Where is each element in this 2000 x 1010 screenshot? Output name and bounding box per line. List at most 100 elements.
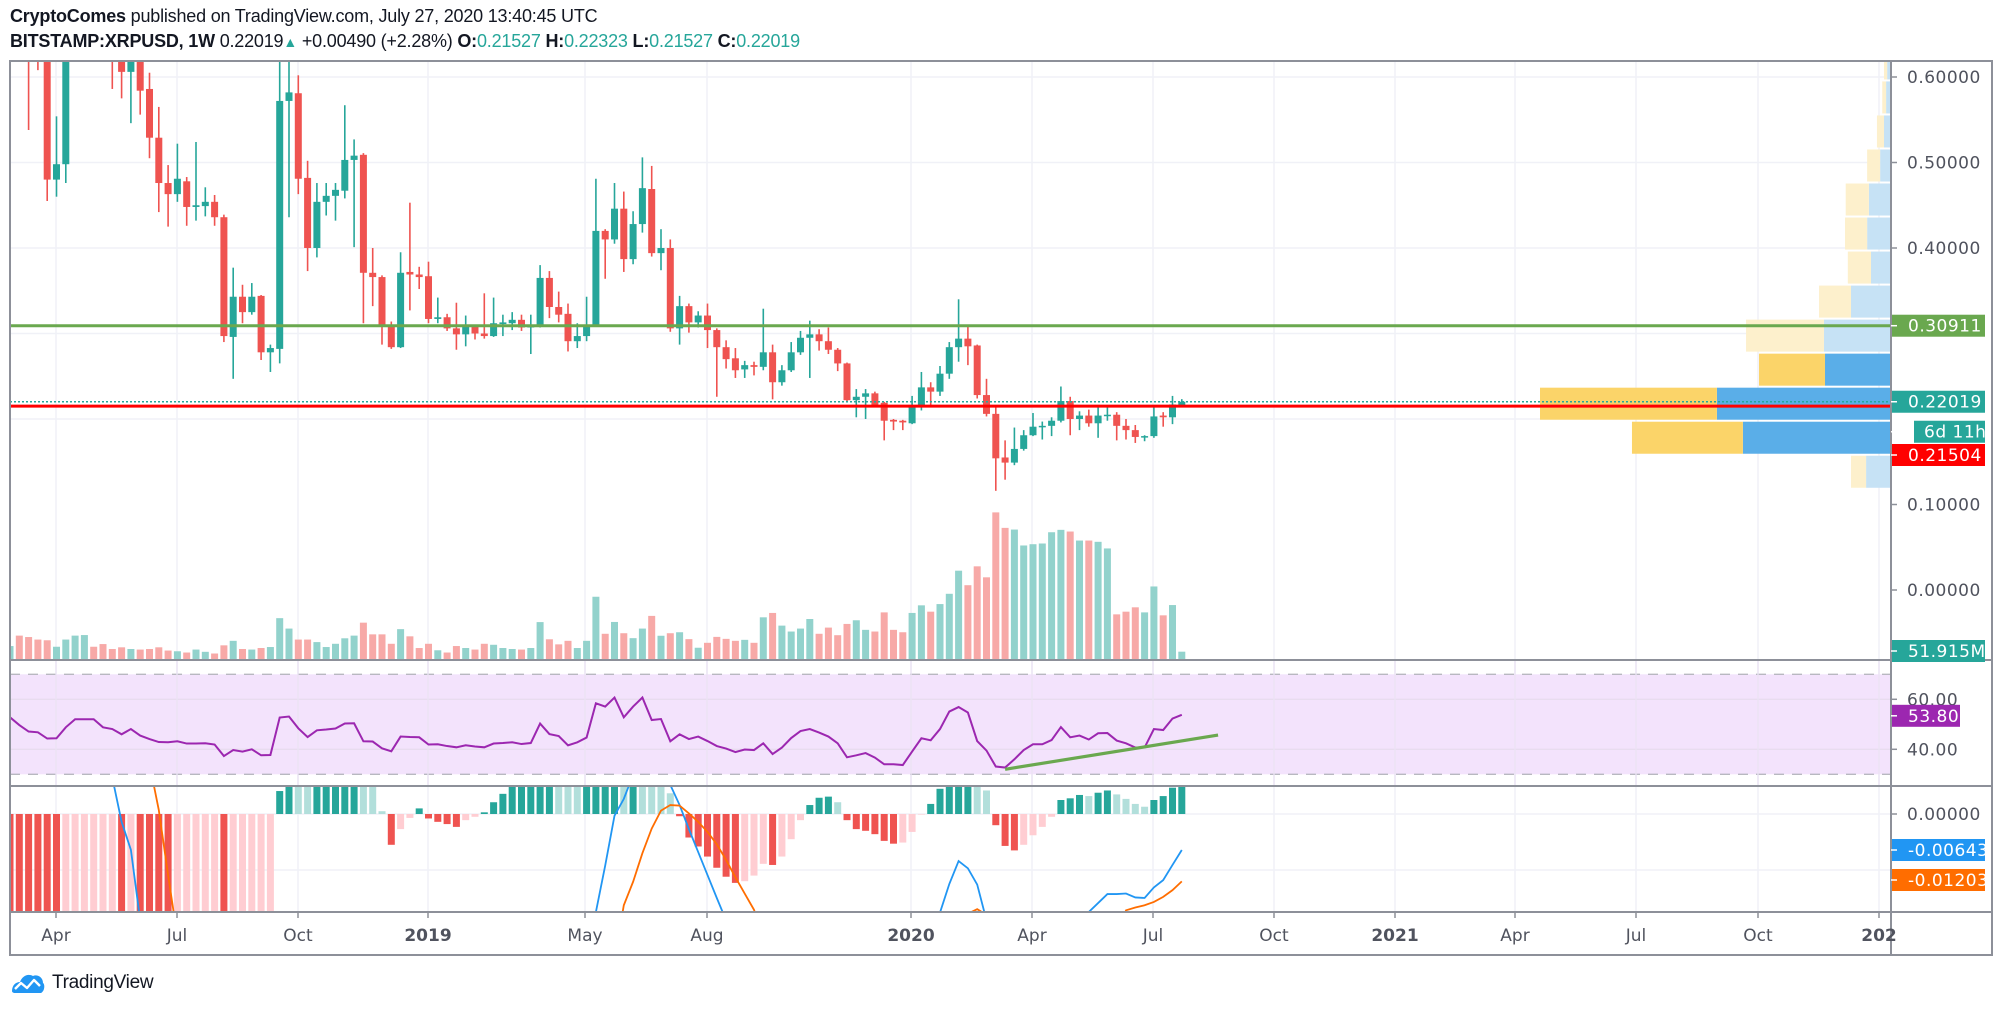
candle-body — [685, 306, 693, 323]
volume-bar — [722, 638, 730, 659]
candle — [173, 143, 181, 202]
macd-histogram-bar — [750, 814, 758, 876]
candle — [648, 165, 656, 257]
volume-bar — [908, 612, 916, 659]
macd-histogram-bar — [276, 791, 284, 814]
tradingview-logo[interactable]: TradingView — [10, 971, 154, 995]
macd-histogram-bar — [462, 814, 470, 821]
author-name[interactable]: CryptoComes — [10, 6, 126, 26]
volume-bar — [192, 649, 200, 659]
candle-body — [471, 326, 479, 334]
candle-body — [192, 205, 200, 207]
candle-body — [890, 419, 897, 422]
volume-profile-down-bar — [1845, 183, 1869, 216]
candle — [1038, 421, 1046, 440]
candle — [545, 271, 553, 319]
volume-bar — [983, 577, 990, 659]
volume-bar — [415, 648, 423, 659]
candle — [638, 157, 646, 233]
macd-histogram-bar — [1066, 798, 1074, 814]
volume-bar — [741, 639, 749, 659]
volume-bar — [555, 644, 563, 659]
macd-histogram-bar — [313, 787, 321, 814]
candle — [824, 327, 832, 355]
time-tick-label: Aug — [690, 926, 723, 946]
candle-body — [629, 224, 637, 260]
volume-profile-up-bar — [1887, 61, 1891, 80]
candle-body — [1010, 448, 1018, 463]
macd-value-label-background — [1892, 839, 1985, 861]
volume-bar — [611, 621, 618, 659]
volume-bar — [248, 649, 256, 659]
candle — [573, 323, 581, 349]
candle-body — [601, 230, 609, 240]
candle-body — [992, 413, 1000, 459]
macd-histogram-bar — [155, 814, 163, 912]
macd-histogram-bar — [332, 787, 339, 814]
macd-histogram-bar — [480, 812, 488, 814]
candle — [973, 344, 981, 399]
volume-bar — [80, 635, 88, 659]
candle-body — [564, 313, 572, 342]
candle-body — [806, 334, 814, 338]
macd-histogram-bar — [1076, 794, 1083, 814]
candle — [750, 361, 758, 376]
volume-bar — [1178, 651, 1186, 659]
macd-histogram-bar — [871, 814, 879, 835]
volume-bar — [713, 636, 721, 659]
candle — [592, 178, 600, 326]
macd-histogram-bar — [601, 787, 609, 814]
candle-body — [583, 325, 591, 337]
candle-body — [415, 274, 423, 278]
candle — [369, 248, 377, 307]
candle — [72, 0, 79, 34]
candle-body — [750, 365, 758, 367]
candle — [1076, 411, 1083, 431]
candle-body — [945, 347, 953, 374]
close-value: 0.22019 — [736, 31, 800, 51]
volume-bar — [108, 649, 116, 659]
candle-body — [43, 61, 51, 180]
low-label: L: — [632, 31, 650, 51]
time-tick-label: Oct — [283, 926, 313, 946]
candle — [10, 61, 11, 69]
tradingview-brand: TradingView — [52, 972, 154, 993]
candle — [313, 183, 321, 258]
macd-histogram-bar — [304, 787, 312, 814]
publish-text: published on TradingView.com, July 27, 2… — [130, 6, 598, 26]
macd-histogram-bar — [499, 793, 507, 814]
volume-bar — [778, 625, 786, 659]
volume-bar — [676, 632, 684, 659]
volume-profile-down-bar — [1631, 421, 1743, 454]
rsi-trendline[interactable] — [1004, 733, 1219, 771]
macd-histogram-bar — [406, 814, 414, 818]
candle — [294, 75, 302, 195]
macd-histogram-bar — [43, 814, 51, 912]
candle — [1169, 395, 1176, 425]
candle — [53, 116, 60, 197]
candle-body — [462, 326, 470, 335]
volume-bar — [694, 647, 702, 659]
macd-histogram-bar — [545, 787, 553, 814]
volume-bar — [1029, 544, 1037, 659]
price-tick-label: 0.50000 — [1907, 154, 1981, 174]
candle-body — [1020, 435, 1028, 449]
macd-histogram-bar — [1113, 794, 1121, 814]
macd-histogram-bar — [1010, 814, 1018, 851]
bar-countdown-label-background — [1914, 420, 1985, 443]
candle — [852, 389, 860, 418]
horizontal-lines[interactable] — [10, 324, 1891, 408]
candle-body — [341, 159, 349, 191]
support-price-label: 0.21504 — [1891, 444, 1985, 466]
candle — [759, 308, 767, 371]
candle — [1066, 396, 1074, 436]
macd-histogram-bar — [666, 793, 674, 814]
macd-histogram-bar — [834, 802, 842, 814]
volume-bar — [1131, 607, 1139, 659]
candle — [136, 61, 144, 115]
volume-profile-up-bar — [1825, 353, 1891, 386]
volume-bar — [332, 643, 339, 659]
macd-histogram-bar — [341, 787, 349, 814]
candle-body — [155, 137, 163, 184]
